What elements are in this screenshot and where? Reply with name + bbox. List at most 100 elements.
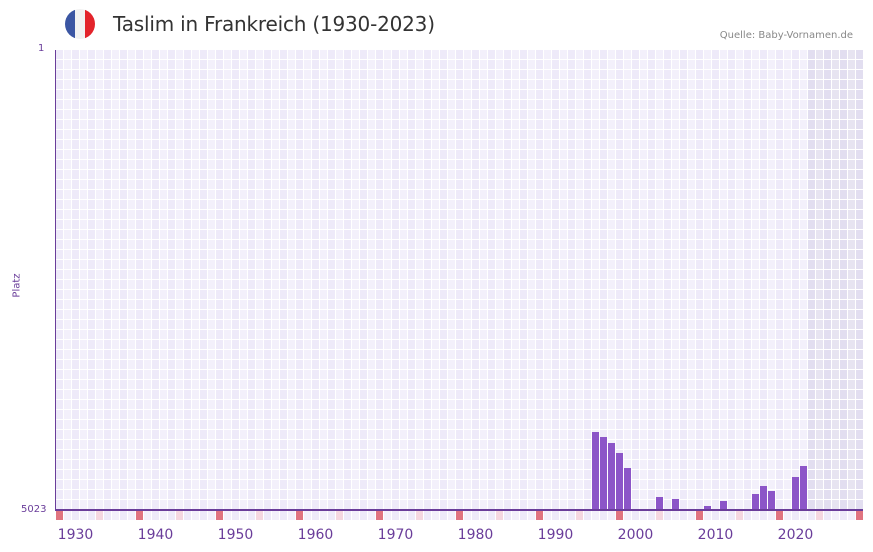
year-marker (352, 511, 359, 520)
year-marker (448, 511, 455, 520)
year-marker (344, 511, 351, 520)
grid-column (832, 50, 839, 510)
bar-1995[interactable] (592, 432, 599, 510)
grid-column (648, 50, 655, 510)
year-marker (848, 511, 855, 520)
grid-column (208, 50, 215, 510)
grid-column (464, 50, 471, 510)
grid-column (256, 50, 263, 510)
year-marker (192, 511, 199, 520)
year-marker (248, 511, 255, 520)
year-marker (264, 511, 271, 520)
grid-column (608, 50, 615, 510)
grid-column (840, 50, 847, 510)
year-marker (832, 511, 839, 520)
grid-column (800, 50, 807, 510)
grid-column (280, 50, 287, 510)
decade-marker (216, 511, 223, 520)
year-marker (608, 511, 615, 520)
grid-column (400, 50, 407, 510)
year-marker (104, 511, 111, 520)
year-marker (792, 511, 799, 520)
bar-2015[interactable] (752, 494, 759, 510)
decade-marker (856, 511, 863, 520)
year-marker (88, 511, 95, 520)
year-marker (400, 511, 407, 520)
grid-column (88, 50, 95, 510)
grid-column (224, 50, 231, 510)
bar-1997[interactable] (608, 443, 615, 510)
year-marker (568, 511, 575, 520)
year-marker (184, 511, 191, 520)
year-marker (336, 511, 343, 520)
grid-column (72, 50, 79, 510)
source-link[interactable]: Quelle: Baby-Vornamen.de (719, 30, 853, 41)
bar-2011[interactable] (720, 501, 727, 510)
grid-column (192, 50, 199, 510)
bar-2005[interactable] (672, 499, 679, 510)
year-marker (680, 511, 687, 520)
decade-marker (456, 511, 463, 520)
grid-column (528, 50, 535, 510)
grid-column (704, 50, 711, 510)
bar-2003[interactable] (656, 497, 663, 510)
year-marker (824, 511, 831, 520)
year-marker (712, 511, 719, 520)
year-marker (512, 511, 519, 520)
grid-column (520, 50, 527, 510)
grid-column (664, 50, 671, 510)
year-marker (496, 511, 503, 520)
grid-column (656, 50, 663, 510)
x-tick-label: 1970 (377, 527, 414, 543)
year-marker (64, 511, 71, 520)
x-tick-label: 1950 (217, 527, 254, 543)
y-tick-top: 1 (38, 43, 45, 54)
bar-2009[interactable] (704, 506, 711, 510)
bar-1998[interactable] (616, 453, 623, 510)
grid-column (232, 50, 239, 510)
grid-column (472, 50, 479, 510)
year-marker (560, 511, 567, 520)
year-marker (480, 511, 487, 520)
grid-column (728, 50, 735, 510)
year-marker (120, 511, 127, 520)
decade-marker (296, 511, 303, 520)
grid-column (128, 50, 135, 510)
grid-column (376, 50, 383, 510)
grid-column (568, 50, 575, 510)
grid-column (584, 50, 591, 510)
bar-2020[interactable] (792, 477, 799, 510)
grid-column (264, 50, 271, 510)
bar-1999[interactable] (624, 468, 631, 510)
bar-2017[interactable] (768, 491, 775, 510)
grid-column (216, 50, 223, 510)
year-marker (552, 511, 559, 520)
year-marker (744, 511, 751, 520)
grid-column (56, 50, 63, 510)
grid-column (432, 50, 439, 510)
grid-column (640, 50, 647, 510)
year-marker (168, 511, 175, 520)
grid-column (160, 50, 167, 510)
bar-2021[interactable] (800, 466, 807, 510)
year-marker (648, 511, 655, 520)
grid-column (360, 50, 367, 510)
grid-column (368, 50, 375, 510)
decade-marker (616, 511, 623, 520)
flag-stripe-blue (65, 9, 75, 39)
bar-1996[interactable] (600, 437, 607, 510)
grid-column (120, 50, 127, 510)
year-marker (720, 511, 727, 520)
grid-column (712, 50, 719, 510)
grid-column (136, 50, 143, 510)
year-marker (632, 511, 639, 520)
year-marker (664, 511, 671, 520)
year-marker (800, 511, 807, 520)
year-marker (96, 511, 103, 520)
year-marker (504, 511, 511, 520)
year-marker (384, 511, 391, 520)
x-tick-label: 1930 (57, 527, 94, 543)
bar-2016[interactable] (760, 486, 767, 510)
grid-column (240, 50, 247, 510)
grid-column (408, 50, 415, 510)
